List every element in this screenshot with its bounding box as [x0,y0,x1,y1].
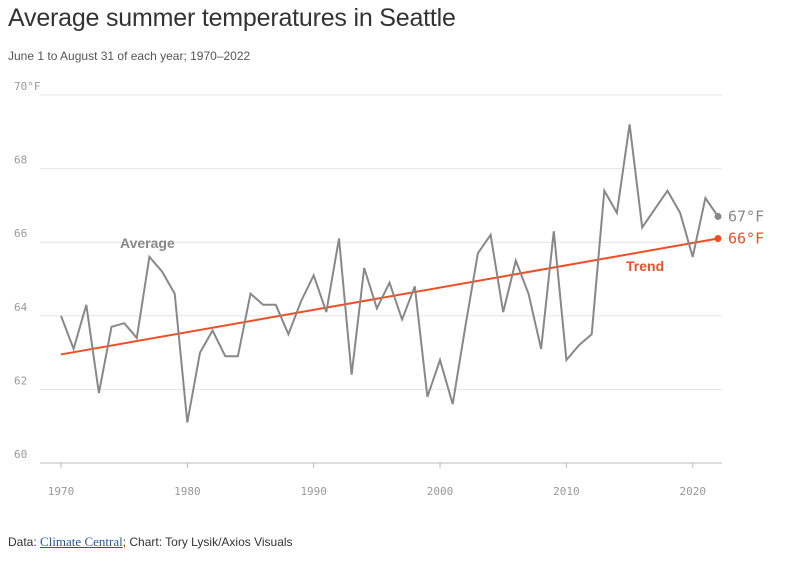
x-tick-label: 1980 [174,485,201,498]
y-tick-label: 70°F [14,80,41,93]
average-end-label: 67°F [728,207,764,225]
data-prefix: Data: [8,535,37,549]
y-tick-label: 60 [14,448,27,461]
y-tick-label: 66 [14,227,27,240]
x-tick-label: 1990 [300,485,327,498]
trend-line [60,237,719,356]
average-end-point [714,212,722,220]
source-link[interactable]: Climate Central [40,534,123,549]
chart-title: Average summer temperatures in Seattle [8,4,456,32]
average-series-line [60,124,719,423]
chart-subtitle: June 1 to August 31 of each year; 1970–2… [8,49,251,63]
y-tick-label: 68 [14,154,27,167]
x-tick-label: 2010 [553,485,580,498]
x-tick-label: 1970 [48,485,75,498]
trend-series-label: Trend [626,258,664,274]
trend-end-point [714,235,722,243]
average-series-label: Average [120,235,175,251]
y-tick-label: 62 [14,374,27,387]
x-tick-label: 2020 [679,485,706,498]
x-tick-label: 2000 [427,485,454,498]
trend-end-label: 66°F [728,230,764,248]
source-credit: Data: Climate Central; Chart: Tory Lysik… [8,534,293,550]
credit-text: ; Chart: Tory Lysik/Axios Visuals [122,535,293,549]
y-tick-label: 64 [14,301,28,314]
